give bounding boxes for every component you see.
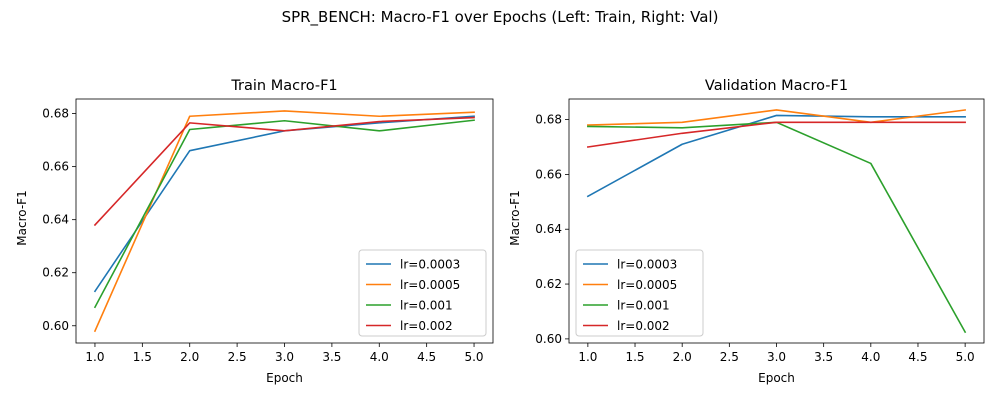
validation-x-tick-label: 1.0 — [578, 350, 597, 364]
train-x-tick-label: 1.5 — [133, 350, 152, 364]
train-legend: lr=0.0003 lr=0.0005 lr=0.001 lr=0.002 — [358, 249, 487, 337]
train-series-line-2 — [93, 119, 475, 309]
validation-x-tick-label: 2.5 — [720, 350, 739, 364]
validation-x-tick-label: 5.0 — [956, 350, 975, 364]
train-x-tick-label: 4.0 — [370, 350, 389, 364]
train-y-tick-label: 0.66 — [42, 160, 69, 174]
train-x-tick-label: 2.0 — [180, 350, 199, 364]
validation-x-tick-label: 4.0 — [861, 350, 880, 364]
train-x-tick-label: 3.0 — [275, 350, 294, 364]
train-x-tick-label: 1.0 — [85, 350, 104, 364]
validation-x-tick-label: 1.5 — [625, 350, 644, 364]
validation-x-tick-label: 4.5 — [908, 350, 927, 364]
train-legend-label-1: lr=0.0005 — [400, 278, 460, 292]
train-plot-title: Train Macro-F1 — [230, 78, 337, 94]
train-y-tick-label: 0.62 — [42, 266, 69, 280]
train-x-axis-label: Epoch — [266, 371, 303, 385]
validation-series-line-3 — [586, 121, 966, 148]
validation-y-axis-label: Macro-F1 — [508, 190, 522, 245]
validation-y-tick-label: 0.64 — [535, 222, 562, 236]
validation-x-axis-label: Epoch — [758, 371, 795, 385]
validation-y-tick-label: 0.68 — [535, 113, 562, 127]
validation-legend-label-0: lr=0.0003 — [617, 258, 677, 272]
validation-x-ticks: 1.0 1.5 2.0 2.5 3.0 3.5 4.0 4.5 5.0 — [578, 343, 975, 364]
validation-legend-label-2: lr=0.001 — [617, 299, 670, 313]
validation-x-tick-label: 3.0 — [767, 350, 786, 364]
figure-suptitle: SPR_BENCH: Macro-F1 over Epochs (Left: T… — [282, 8, 719, 27]
train-y-ticks: 0.60 0.62 0.64 0.66 0.68 — [42, 107, 76, 333]
train-x-tick-label: 4.5 — [417, 350, 436, 364]
validation-macro-f1-plot: Validation Macro-F1 Epoch Macro-F1 1.0 1.… — [508, 78, 985, 385]
train-y-tick-label: 0.60 — [42, 319, 69, 333]
train-y-axis-label: Macro-F1 — [15, 190, 29, 245]
train-legend-box — [358, 249, 487, 337]
validation-series-line-0 — [586, 114, 966, 198]
train-series-lines — [93, 110, 475, 333]
train-macro-f1-plot: Train Macro-F1 Epoch Macro-F1 1.0 1.5 2.0 2… — [15, 78, 494, 385]
validation-series-line-1 — [587, 109, 967, 126]
validation-legend: lr=0.0003 lr=0.0005 lr=0.001 lr=0.002 — [575, 249, 704, 337]
validation-x-tick-label: 3.5 — [814, 350, 833, 364]
validation-series-lines — [586, 109, 967, 334]
validation-legend-label-1: lr=0.0005 — [617, 278, 677, 292]
train-legend-label-0: lr=0.0003 — [400, 258, 460, 272]
train-x-tick-label: 2.5 — [228, 350, 247, 364]
validation-legend-label-3: lr=0.002 — [617, 319, 670, 333]
train-legend-label-2: lr=0.001 — [400, 299, 453, 313]
train-legend-label-3: lr=0.002 — [400, 319, 453, 333]
train-x-tick-label: 5.0 — [464, 350, 483, 364]
validation-y-tick-label: 0.66 — [535, 167, 562, 181]
validation-y-tick-label: 0.62 — [535, 277, 562, 291]
validation-y-tick-label: 0.60 — [535, 332, 562, 346]
train-y-tick-label: 0.64 — [42, 213, 69, 227]
validation-y-ticks: 0.60 0.62 0.64 0.66 0.68 — [535, 113, 569, 346]
train-x-tick-label: 3.5 — [322, 350, 341, 364]
train-x-ticks: 1.0 1.5 2.0 2.5 3.0 3.5 4.0 4.5 5.0 — [85, 343, 484, 364]
validation-plot-title: Validation Macro-F1 — [705, 78, 848, 94]
train-y-tick-label: 0.68 — [42, 107, 69, 121]
train-series-line-3 — [93, 116, 475, 227]
validation-x-tick-label: 2.0 — [673, 350, 692, 364]
validation-legend-box — [575, 249, 704, 337]
